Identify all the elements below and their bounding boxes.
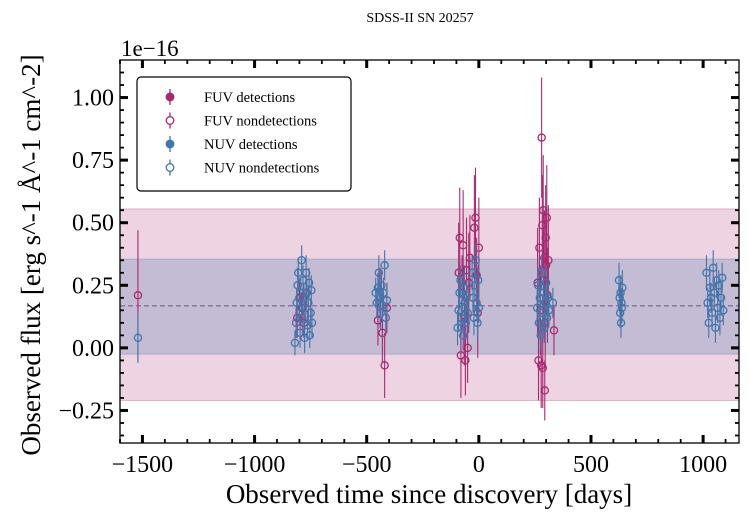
nuv-data-point bbox=[473, 276, 483, 285]
legend-marker bbox=[165, 163, 175, 172]
nuv-data-point bbox=[290, 338, 300, 348]
nuv-data-point bbox=[719, 306, 728, 315]
x-tick-label: 0 bbox=[473, 452, 485, 478]
nuv-data-point bbox=[473, 318, 482, 328]
nuv-data-point bbox=[295, 328, 305, 338]
fuv-data-point bbox=[472, 271, 481, 280]
nuv-data-point bbox=[457, 296, 467, 305]
nuv-data-point bbox=[374, 268, 384, 278]
nuv-data-point bbox=[542, 313, 552, 323]
y-tick-label: −0.25 bbox=[58, 398, 114, 424]
nuv-data-point bbox=[376, 308, 385, 318]
nuv-data-point bbox=[305, 331, 314, 340]
nuv-data-point bbox=[716, 293, 726, 303]
nuv-data-point bbox=[460, 303, 470, 313]
nuv-data-point bbox=[548, 298, 558, 308]
fuv-data-point bbox=[540, 386, 550, 395]
nuv-data-point bbox=[616, 318, 626, 328]
y-tick-label: 0.50 bbox=[72, 211, 114, 237]
nuv-data-point bbox=[711, 323, 720, 333]
legend-label: FUV nondetections bbox=[204, 114, 317, 130]
nuv-data-point bbox=[537, 268, 546, 278]
y-tick-label: 0.75 bbox=[72, 148, 114, 174]
legend-label: NUV nondetections bbox=[204, 161, 320, 177]
y-tick-label: 0.00 bbox=[72, 336, 114, 362]
nuv-data-point bbox=[616, 288, 625, 298]
data-points bbox=[133, 77, 728, 421]
fuv-data-point bbox=[470, 223, 479, 232]
legend-label: NUV detections bbox=[204, 137, 298, 153]
nuv-data-point bbox=[307, 286, 316, 295]
nuv-data-point bbox=[297, 256, 306, 265]
legend-box bbox=[136, 76, 352, 192]
nuv-data-point bbox=[459, 283, 469, 293]
nuv-data-point bbox=[532, 303, 542, 313]
fuv-data-point bbox=[542, 213, 552, 222]
fuv-band bbox=[119, 208, 740, 401]
x-tick-label: 1000 bbox=[679, 452, 727, 478]
x-axis-ticks: −1500 −1000 −500 0 500 1000 bbox=[112, 60, 727, 478]
x-tick-label: −1000 bbox=[224, 452, 286, 478]
nuv-data-point bbox=[298, 313, 307, 323]
nuv-data-point bbox=[618, 283, 627, 293]
nuv-data-point bbox=[543, 293, 553, 303]
nuv-data-point bbox=[133, 333, 143, 343]
nuv-data-point bbox=[705, 283, 715, 293]
legend: FUV detections FUV nondetections NUV detec… bbox=[136, 76, 352, 192]
nuv-data-point bbox=[306, 308, 315, 318]
nuv-data-point bbox=[377, 281, 386, 290]
nuv-data-point bbox=[474, 303, 484, 313]
fuv-data-point bbox=[373, 316, 383, 325]
fuv-data-point bbox=[538, 363, 548, 373]
fuv-data-point bbox=[461, 356, 470, 365]
nuv-data-point bbox=[471, 256, 480, 265]
nuv-data-point bbox=[463, 308, 472, 318]
nuv-data-point bbox=[302, 288, 312, 298]
nuv-data-point bbox=[380, 261, 389, 270]
legend-marker bbox=[165, 116, 175, 125]
nuv-data-point bbox=[472, 298, 481, 308]
nuv-data-point bbox=[461, 318, 471, 328]
fuv-data-point bbox=[534, 356, 543, 365]
nuv-data-point bbox=[381, 313, 391, 323]
y-axis-ticks: −0.25 0.00 0.25 0.50 0.75 1.00 bbox=[58, 71, 739, 437]
nuv-data-point bbox=[541, 278, 551, 288]
nuv-data-point bbox=[304, 298, 313, 308]
reference-bands bbox=[119, 208, 740, 401]
nuv-data-point bbox=[458, 331, 468, 340]
legend-label: FUV detections bbox=[204, 90, 296, 106]
nuv-band bbox=[119, 258, 740, 355]
y-tick-label: 1.00 bbox=[72, 86, 114, 112]
nuv-data-point bbox=[540, 323, 549, 333]
fuv-data-point bbox=[537, 133, 546, 142]
nuv-data-point bbox=[539, 288, 548, 298]
y-axis-label: Observed flux [erg s^-1 Å^-1 cm^-2] bbox=[16, 54, 46, 455]
y-tick-label: 0.25 bbox=[72, 273, 114, 299]
offset-label: 1e−16 bbox=[121, 36, 179, 61]
nuv-data-point bbox=[300, 333, 309, 343]
nuv-data-point bbox=[717, 273, 727, 283]
chart-title: SDSS-II SN 20257 bbox=[366, 11, 473, 26]
legend-marker bbox=[165, 92, 175, 102]
nuv-data-point bbox=[301, 268, 311, 278]
fuv-data-point bbox=[380, 361, 389, 370]
legend-marker bbox=[165, 139, 175, 149]
nuv-data-point bbox=[382, 296, 392, 305]
x-tick-label: −500 bbox=[342, 452, 392, 478]
fuv-data-point bbox=[544, 256, 553, 265]
plot-frame bbox=[119, 59, 740, 444]
x-tick-label: 500 bbox=[573, 452, 609, 478]
fuv-data-point bbox=[549, 326, 559, 335]
nuv-data-point bbox=[455, 288, 464, 298]
nuv-data-point bbox=[304, 278, 314, 288]
fuv-data-point bbox=[463, 343, 472, 353]
fuv-data-point bbox=[133, 291, 143, 300]
x-tick-label: −1500 bbox=[112, 452, 174, 478]
nuv-data-point bbox=[307, 318, 317, 328]
x-axis-label: Observed time since discovery [days] bbox=[226, 479, 632, 509]
